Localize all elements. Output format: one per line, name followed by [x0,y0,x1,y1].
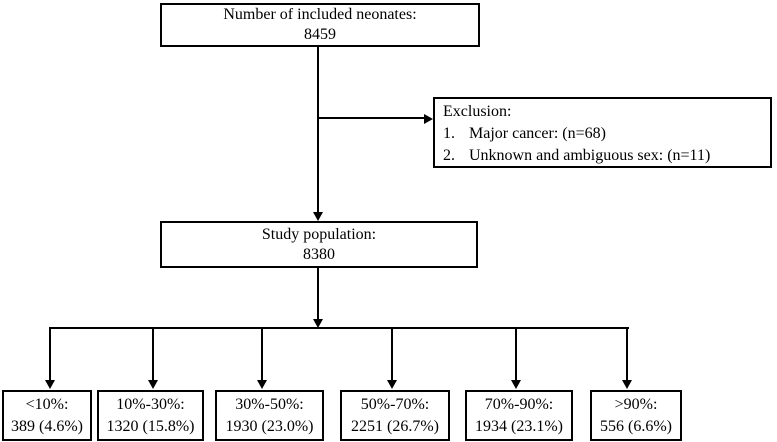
percentile-box-lt10: <10%: 389 (4.6%) [2,390,92,441]
exclusion-title: Exclusion: [443,103,512,120]
exclusion-box: Exclusion: 1. Major cancer: (n=68) 2. Un… [433,97,772,168]
connector-drop-6 [626,329,628,380]
exclusion-item-major-cancer: 1. Major cancer: (n=68) [443,123,766,145]
connector-drop-3 [261,329,263,380]
arrowhead-into-box-5 [511,380,521,389]
exclusion-item-unknown-sex: 2. Unknown and ambiguous sex: (n=11) [443,145,766,167]
percentile-label: 10%-30%: [116,395,185,413]
percentile-value: 1934 (23.1%) [475,417,563,435]
percentile-value: 2251 (26.7%) [351,417,439,435]
arrowhead-into-distributor [313,319,323,328]
connector-top-to-study [317,47,319,212]
percentile-box-70-90: 70%-90%: 1934 (23.1%) [465,390,573,441]
percentile-label: 70%-90%: [484,395,554,413]
exclusion-item-text: Major cancer: (n=68) [469,125,606,142]
included-neonates-label: Number of included neonates: [223,6,417,23]
arrowhead-into-box-3 [257,380,267,389]
connector-drop-5 [515,329,517,380]
percentile-value: 556 (6.6%) [600,417,672,435]
percentile-box-50-70: 50%-70%: 2251 (26.7%) [340,390,450,441]
distributor-line [49,327,629,329]
percentile-box-gt90: >90%: 556 (6.6%) [590,390,682,441]
arrowhead-into-study-box [313,212,323,221]
percentile-label: 30%-50%: [235,395,304,413]
study-population-count: 8380 [303,245,335,263]
arrowhead-into-box-4 [387,380,397,389]
connector-drop-4 [391,329,393,380]
study-population-label: Study population: [261,225,377,243]
percentile-box-30-50: 30%-50%: 1930 (23.0%) [215,390,324,441]
connector-drop-2 [152,329,154,380]
included-neonates-count: 8459 [304,26,336,43]
connector-branch-to-exclusion [318,117,424,119]
arrowhead-into-box-2 [148,380,158,389]
percentile-value: 1930 (23.0%) [225,417,314,435]
arrowhead-into-box-1 [45,380,55,389]
study-population-box: Study population: 8380 [160,221,478,268]
included-neonates-box: Number of included neonates: 8459 [160,3,480,47]
exclusion-item-text: Unknown and ambiguous sex: (n=11) [469,147,711,164]
exclusion-item-number: 2. [443,147,455,164]
percentile-box-10-30: 10%-30%: 1320 (15.8%) [97,390,204,441]
percentile-value: 1320 (15.8%) [106,417,195,435]
arrowhead-into-box-6 [622,380,632,389]
percentile-label: 50%-70%: [360,395,430,413]
connector-drop-1 [49,329,51,380]
exclusion-item-number: 1. [443,125,455,142]
percentile-value: 389 (4.6%) [11,417,83,435]
connector-study-to-distributor [317,268,319,319]
arrowhead-into-exclusion-box [424,114,433,124]
percentile-label: <10%: [25,395,69,413]
percentile-label: >90%: [614,395,658,413]
